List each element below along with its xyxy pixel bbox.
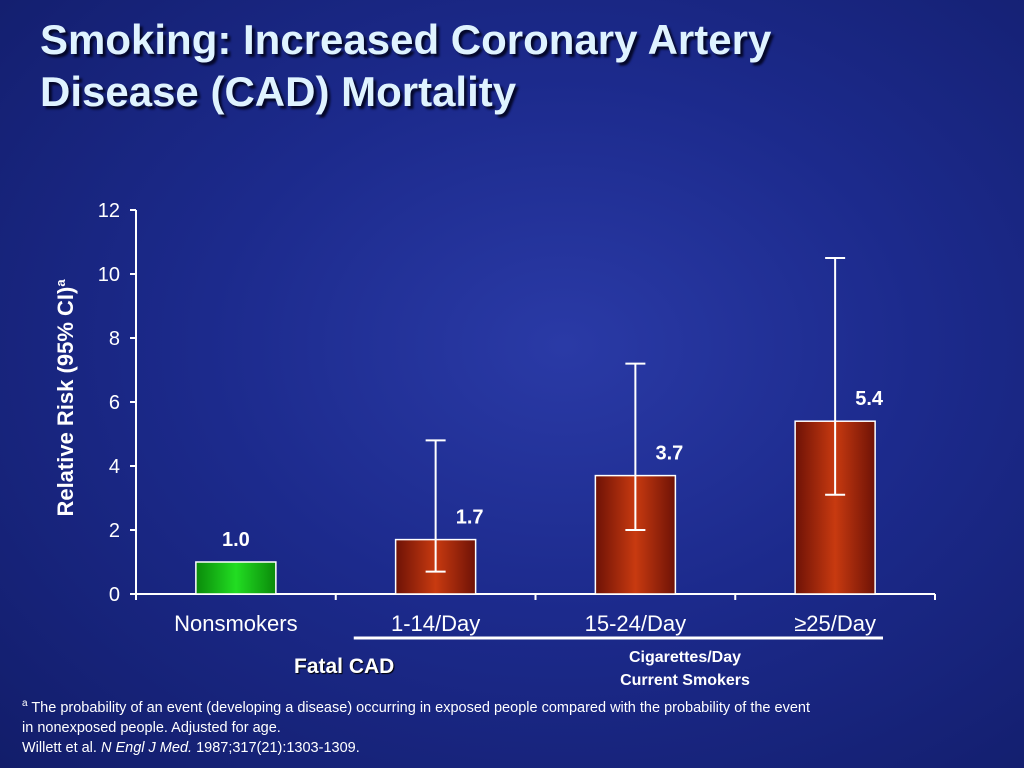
cigarettes-label-line-1: Cigarettes/Day (628, 649, 742, 666)
ref-author: Willett et al. (22, 739, 101, 756)
y-tick-label: 4 (109, 456, 120, 478)
footnote-line-1: a The probability of an event (developin… (22, 694, 982, 718)
footnote-text-1: The probability of an event (developing … (27, 699, 810, 716)
cigarettes-per-day-label: Cigarettes/Day Current Smokers (600, 646, 770, 692)
value-label-2: 1.7 (456, 507, 484, 529)
bar-1 (195, 561, 277, 595)
footnote: a The probability of an event (developin… (22, 694, 982, 758)
category-label-3: 15-24/Day (585, 611, 687, 636)
footnote-line-2: in nonexposed people. Adjusted for age. (22, 719, 281, 736)
ref-journal: N Engl J Med. (100, 739, 193, 756)
y-tick-label: 2 (109, 520, 120, 542)
y-tick-label: 10 (98, 264, 120, 286)
category-label-2: 1-14/Day (391, 611, 480, 636)
footnote-reference: Willett et al. N Engl J Med. 1987;317(21… (22, 738, 982, 758)
value-label-4: 5.4 (855, 388, 884, 410)
y-tick-label: 8 (109, 328, 120, 350)
value-label-1: 1.0 (222, 529, 250, 551)
title-line-1: Smoking: Increased Coronary Artery (40, 16, 772, 63)
ref-details: 1987;317(21):1303-1309. (192, 739, 360, 756)
category-label-4: ≥25/Day (794, 611, 876, 636)
bar-4 (794, 420, 876, 595)
y-tick-label: 0 (109, 584, 120, 606)
y-tick-label: 12 (98, 200, 120, 222)
footnote-superscript: a (22, 698, 28, 709)
title-line-2: Disease (CAD) Mortality (40, 68, 517, 115)
slide-title: Smoking: Increased Coronary Artery Disea… (40, 14, 1000, 118)
value-label-3: 3.7 (655, 443, 683, 465)
cigarettes-label-line-2: Current Smokers (620, 672, 750, 689)
y-tick-label: 6 (109, 392, 120, 414)
fatal-cad-label: Fatal CAD (294, 655, 395, 678)
category-label-1: Nonsmokers (174, 611, 297, 636)
